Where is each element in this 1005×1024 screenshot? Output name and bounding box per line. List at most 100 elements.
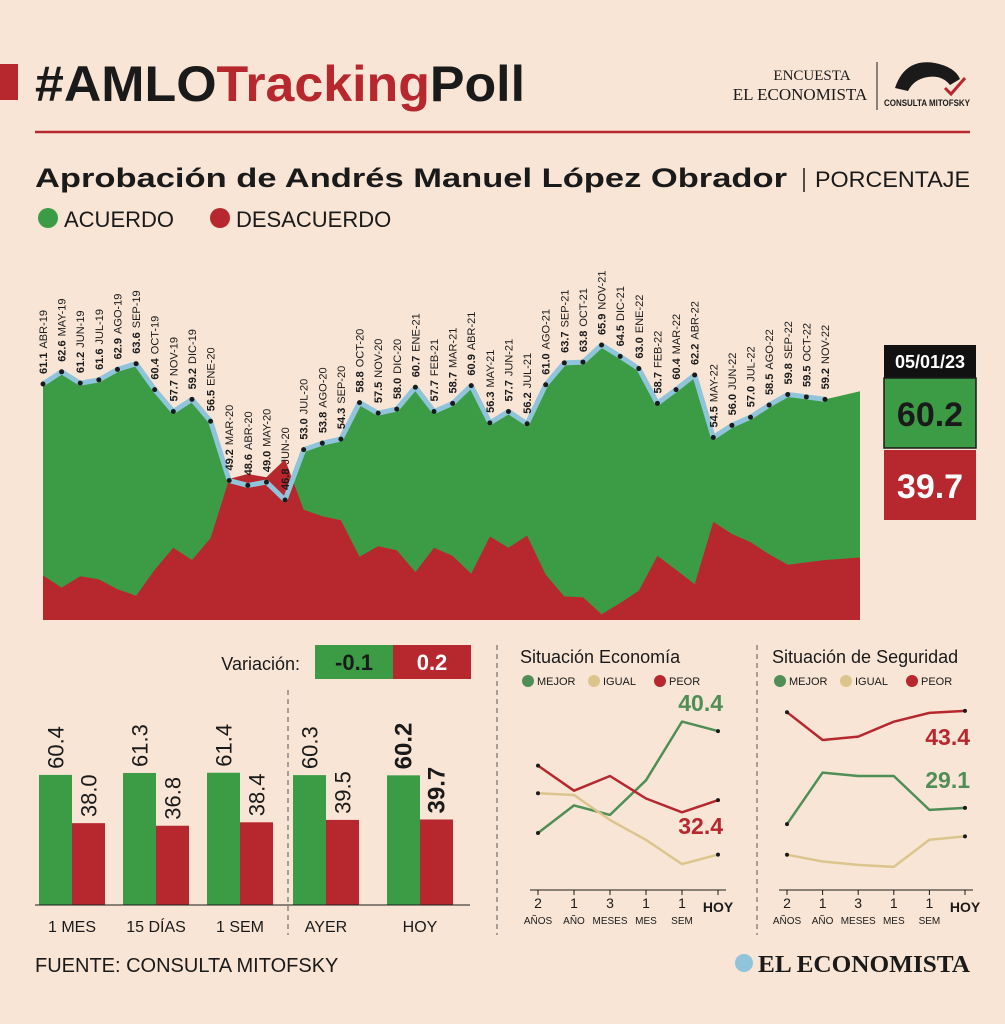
bar-label: 36.8 [161,777,186,820]
x-tick-label: 1 [926,895,934,911]
point-label: 60.7 ENE-21 [410,313,422,377]
point [77,380,83,386]
x-tick-label: HOY [703,899,734,915]
point-label: 53.0 JUL-20 [299,379,311,440]
x-tick-label: 1 [890,895,898,911]
point-label: 59.5 OCT-22 [801,323,813,387]
point [785,392,791,398]
point [822,396,828,402]
end-point [716,852,720,857]
point-label: 59.2 DIC-19 [187,329,199,389]
legend-label: PEOR [669,676,700,688]
point-value: 58.7 [652,372,664,393]
point-label: 63.7 SEP-21 [559,290,571,353]
point-category: SEP-22 [783,321,795,359]
point-label: 57.5 NOV-20 [373,339,385,404]
point-value: 65.9 [597,314,609,335]
x-tick-label: AÑO [812,914,834,927]
point-value: 58.5 [764,374,776,395]
bar-label: 38.4 [245,773,270,816]
legend-label: PEOR [921,676,952,688]
point-value: 61.6 [94,348,106,369]
chart-subtitle: PORCENTAJE [815,167,970,192]
point [748,414,754,420]
point [226,477,232,483]
point-value: 61.2 [75,352,87,373]
point [338,436,344,442]
point-category: NOV-21 [597,270,609,309]
point-category: SEP-20 [336,366,348,404]
end-point [785,852,789,857]
point-category: MAY-21 [485,350,497,388]
point-value: 56.3 [485,391,497,412]
point-category: MAR-20 [224,405,236,445]
point-label: 60.4 OCT-19 [150,316,162,380]
point [170,409,176,415]
point-category: JUN-19 [75,310,87,347]
x-tick-label: 1 [570,895,578,911]
point-category: JUL-19 [94,309,106,344]
chart-title: Situación de Seguridad [772,647,958,667]
point-label: 58.0 DIC-20 [392,339,404,399]
end-point [536,763,540,768]
title-part: Tracking [217,56,430,112]
x-tick-label: 1 MES [48,919,96,936]
point-category: OCT-20 [355,329,367,368]
point-category: OCT-21 [578,288,590,327]
point-value: 56.5 [206,390,218,411]
end-label: 40.4 [678,690,723,716]
point-value: 63.7 [559,331,571,352]
variation-value: -0.1 [335,650,373,675]
point-label: 56.0 JUN-22 [727,353,739,416]
legend-label: DESACUERDO [236,207,391,232]
point-category: ENE-20 [206,347,218,386]
point [580,359,586,365]
date-box [884,345,976,378]
bar-label: 61.4 [212,724,237,767]
point-value: 62.2 [690,344,702,365]
point-category: ENE-21 [410,313,422,352]
point-category: NOV-20 [373,339,385,378]
point-category: MAR-21 [448,328,460,368]
point [543,382,549,388]
bar-label: 60.3 [298,726,323,769]
point-label: 58.8 OCT-20 [355,329,367,393]
point-category: ABR-22 [690,301,702,340]
latest-box [883,377,977,449]
x-tick-label: MESES [592,916,627,927]
end-point [716,729,720,734]
point-label: 62.6 MAY-19 [57,298,69,361]
point [599,342,605,348]
bar-label: 61.3 [128,724,153,767]
point-label: 46.8 JUN-20 [280,427,292,490]
bar [123,772,156,905]
main-title: #AMLO Tracking Poll [35,56,525,112]
point-label: 58.7 FEB-22 [652,331,664,394]
point [636,366,642,372]
point-value: 49.0 [261,451,273,472]
point [282,497,288,503]
legend-swatch [774,675,786,687]
point-label: 49.2 MAR-20 [224,405,236,471]
point [319,440,325,446]
point-label: 58.7 MAR-21 [448,328,460,394]
x-tick-label: AÑOS [524,914,553,927]
point-category: JUN-21 [503,339,515,376]
point-category: JUL-22 [746,346,758,381]
end-label: 29.1 [925,767,970,793]
legend-label: MEJOR [789,676,828,688]
point-value: 59.8 [783,363,795,384]
point-label: 59.2 NOV-22 [820,325,832,390]
point-label: 63.6 SEP-19 [131,290,143,353]
point-category: JUL-20 [299,379,311,414]
point-category: MAR-22 [671,314,683,354]
x-tick-label: 1 [678,895,686,911]
point [152,387,158,393]
point [40,381,46,387]
variation-box [315,645,393,679]
point [561,360,567,366]
bar [326,819,359,905]
point [487,420,493,426]
x-tick-label: MES [635,916,657,927]
